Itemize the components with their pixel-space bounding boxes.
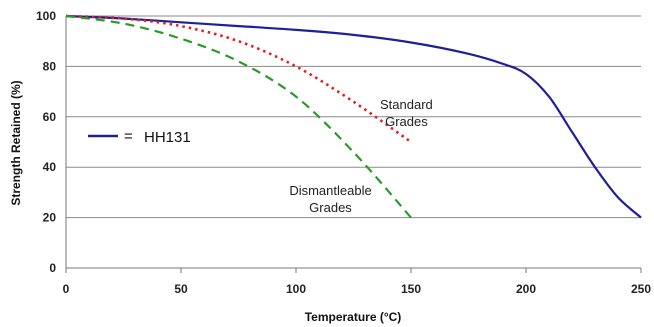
legend-equals: = <box>124 128 133 145</box>
x-tick-label: 200 <box>516 282 536 296</box>
y-tick-label: 40 <box>43 160 57 174</box>
annotations: Standard Grades Dismantleable Grades <box>289 97 432 215</box>
y-axis-title: Strength Retained (%) <box>9 80 23 205</box>
y-tick-labels: 0 20 40 60 80 100 <box>36 9 56 275</box>
series-line-hh131 <box>65 14 642 219</box>
x-tick-label: 150 <box>401 282 421 296</box>
x-tick-label: 100 <box>286 282 306 296</box>
x-tick-label: 250 <box>631 282 651 296</box>
series-lines <box>65 14 642 219</box>
x-tick-label: 0 <box>63 282 70 296</box>
x-axis-title: Temperature (°C) <box>305 310 402 324</box>
gridlines <box>66 15 641 219</box>
x-tick-labels: 0 50 100 150 200 250 <box>63 282 652 296</box>
y-tick-label: 80 <box>43 59 57 73</box>
series-line-dismantleable-grades <box>65 14 412 219</box>
annotation-label: Grades <box>385 114 428 129</box>
axes <box>65 16 642 273</box>
y-tick-label: 0 <box>49 261 56 275</box>
legend: = HH131 <box>88 128 191 146</box>
y-tick-label: 20 <box>43 211 57 225</box>
annotation-label: Dismantleable <box>289 183 371 198</box>
y-tick-label: 60 <box>43 110 57 124</box>
y-tick-label: 100 <box>36 9 56 23</box>
annotation-label: Grades <box>309 200 352 215</box>
x-tick-label: 50 <box>174 282 188 296</box>
legend-label: HH131 <box>144 129 191 146</box>
annotation-label: Standard <box>380 97 433 112</box>
